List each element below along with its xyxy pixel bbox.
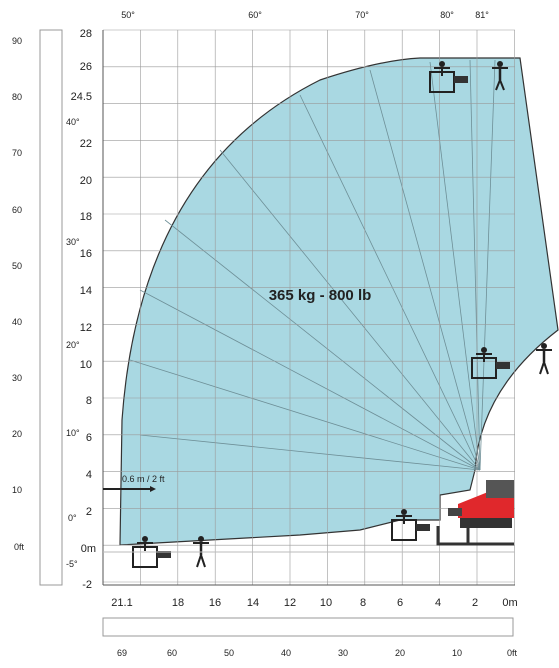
tick-label: 50 bbox=[12, 261, 22, 271]
tick-label: 30 bbox=[338, 648, 348, 658]
feet-scale-bar-bottom bbox=[102, 617, 514, 637]
reach-feet-ticks: 69 60 50 40 30 20 10 0ft bbox=[117, 648, 518, 658]
angle-label: 70° bbox=[355, 10, 369, 20]
tick-label: 12 bbox=[80, 322, 92, 334]
angle-label: 80° bbox=[440, 10, 454, 20]
angle-label: -5° bbox=[66, 559, 78, 569]
tick-label: 60 bbox=[167, 648, 177, 658]
angle-label: 0° bbox=[68, 513, 77, 523]
platform-basket-icon bbox=[132, 536, 171, 568]
tick-label: 28 bbox=[80, 28, 92, 40]
platform-basket-icon bbox=[391, 509, 430, 541]
tick-label: 22 bbox=[80, 138, 92, 150]
tick-label: 0m bbox=[81, 543, 96, 555]
tick-label: 20 bbox=[12, 429, 22, 439]
tick-label: 14 bbox=[247, 597, 259, 609]
tick-label: 40 bbox=[12, 317, 22, 327]
worker-figure-icon bbox=[492, 61, 508, 91]
angle-label: 20° bbox=[66, 340, 80, 350]
tick-label: 0ft bbox=[14, 542, 25, 552]
worker-figure-icon bbox=[536, 343, 552, 375]
arm-extension-marker: 0.6 m / 2 ft bbox=[103, 474, 165, 492]
tick-label: 20 bbox=[80, 175, 92, 187]
tick-label: 4 bbox=[86, 469, 92, 481]
boom-angle-lines bbox=[129, 59, 496, 471]
tick-label: 16 bbox=[209, 597, 221, 609]
tick-label: 6 bbox=[86, 432, 92, 444]
tick-label: 20 bbox=[395, 648, 405, 658]
feet-scale-bar bbox=[39, 29, 63, 586]
tick-label: 18 bbox=[80, 211, 92, 223]
tick-label: 10 bbox=[320, 597, 332, 609]
tick-label: 2 bbox=[472, 597, 478, 609]
platform-basket-icon bbox=[471, 347, 510, 379]
worker-figure-icon bbox=[193, 536, 209, 568]
tick-label: 40 bbox=[281, 648, 291, 658]
angle-label: 50° bbox=[121, 10, 135, 20]
top-angle-labels: 50° 60° 70° 80° 81° bbox=[121, 10, 489, 20]
tick-label: 80 bbox=[12, 92, 22, 102]
tick-label: 0ft bbox=[507, 648, 518, 658]
tick-label: 10 bbox=[80, 359, 92, 371]
angle-label: 30° bbox=[66, 237, 80, 247]
tick-label: 14 bbox=[80, 285, 92, 297]
tick-label: 0m bbox=[502, 597, 517, 609]
arm-extension-label: 0.6 m / 2 ft bbox=[122, 474, 165, 484]
tick-label: 12 bbox=[284, 597, 296, 609]
capacity-label: 365 kg - 800 lb bbox=[269, 287, 372, 304]
tick-label: 8 bbox=[360, 597, 366, 609]
tick-label: 70 bbox=[12, 148, 22, 158]
angle-label: 81° bbox=[475, 10, 489, 20]
tick-label: 69 bbox=[117, 648, 127, 658]
angle-label: 60° bbox=[248, 10, 262, 20]
tick-label: 2 bbox=[86, 506, 92, 518]
tick-label: 18 bbox=[172, 597, 184, 609]
platform-basket-icon bbox=[429, 61, 468, 93]
reach-meter-ticks: 21.1 18 16 14 12 10 8 6 4 2 0m bbox=[111, 597, 517, 609]
tick-label: 26 bbox=[80, 61, 92, 73]
height-feet-ticks: 90 80 70 60 50 40 30 20 10 0ft bbox=[12, 36, 25, 552]
tick-label: 10 bbox=[452, 648, 462, 658]
tick-label: 6 bbox=[397, 597, 403, 609]
angle-label: 40° bbox=[66, 117, 80, 127]
tick-label: -2 bbox=[82, 579, 92, 591]
tick-label: 90 bbox=[12, 36, 22, 46]
height-meter-ticks: 28 26 24.5 22 20 18 16 14 12 10 8 6 4 2 … bbox=[71, 28, 96, 591]
tick-label: 30 bbox=[12, 373, 22, 383]
tick-label: 10 bbox=[12, 485, 22, 495]
telehandler-machine-icon bbox=[436, 480, 514, 546]
angle-label: 10° bbox=[66, 428, 80, 438]
tick-label: 21.1 bbox=[111, 597, 132, 609]
tick-label: 8 bbox=[86, 395, 92, 407]
side-angle-labels: 40° 30° 20° 10° 0° -5° bbox=[66, 117, 80, 569]
tick-label: 4 bbox=[435, 597, 441, 609]
tick-label: 60 bbox=[12, 205, 22, 215]
tick-label: 24.5 bbox=[71, 91, 92, 103]
working-envelope bbox=[119, 57, 559, 546]
tick-label: 16 bbox=[80, 248, 92, 260]
tick-label: 50 bbox=[224, 648, 234, 658]
